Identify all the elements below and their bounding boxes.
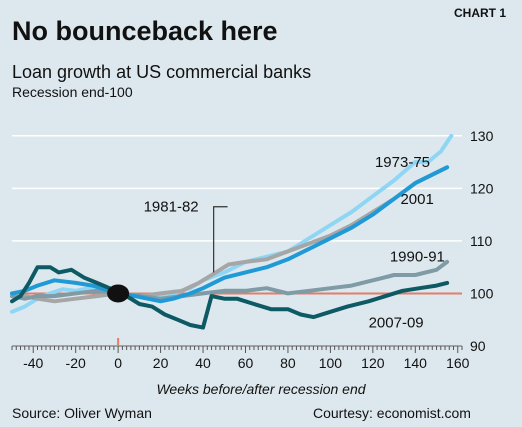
y-tick-label: 120 — [470, 180, 494, 196]
x-tick-label: 20 — [153, 355, 169, 371]
recession-end-marker — [107, 284, 130, 303]
y-tick-label: 90 — [470, 338, 486, 354]
x-tick-label: 60 — [238, 355, 254, 371]
y-tick-label: 130 — [470, 128, 494, 144]
x-tick-label: 160 — [446, 355, 470, 371]
x-tick-label: 40 — [195, 355, 211, 371]
y-tick-label: 110 — [470, 233, 493, 249]
courtesy-note: Courtesy: economist.com — [313, 405, 471, 421]
chart-title: No bounceback here — [12, 16, 278, 46]
chart-index-note: Recession end-100 — [12, 84, 133, 100]
series-line-2001 — [10, 165, 450, 304]
series-line-1990-91 — [10, 259, 450, 301]
x-tick-label: -40 — [23, 355, 43, 371]
x-tick-label: 80 — [280, 355, 296, 371]
x-tick-label: 120 — [361, 355, 385, 371]
series-label: 2007-09 — [369, 314, 424, 331]
x-tick-label: 0 — [114, 355, 122, 371]
series-label: 1981-82 — [144, 199, 199, 216]
series-label: 2001 — [400, 191, 433, 208]
series-label-leader — [213, 206, 228, 273]
chart-number-label: CHART 1 — [454, 6, 507, 20]
source-note: Source: Oliver Wyman — [12, 405, 152, 421]
series-line-2007-09 — [10, 265, 450, 330]
series-label: 1990-91 — [390, 249, 445, 266]
x-tick-label: 100 — [319, 355, 343, 371]
x-tick-label: 140 — [404, 355, 428, 371]
x-tick-label: -20 — [66, 355, 86, 371]
chart-subtitle: Loan growth at US commercial banks — [12, 62, 312, 82]
series-label: 1973-75 — [375, 154, 430, 171]
y-tick-label: 100 — [470, 285, 494, 301]
x-axis-title: Weeks before/after recession end — [156, 381, 366, 397]
